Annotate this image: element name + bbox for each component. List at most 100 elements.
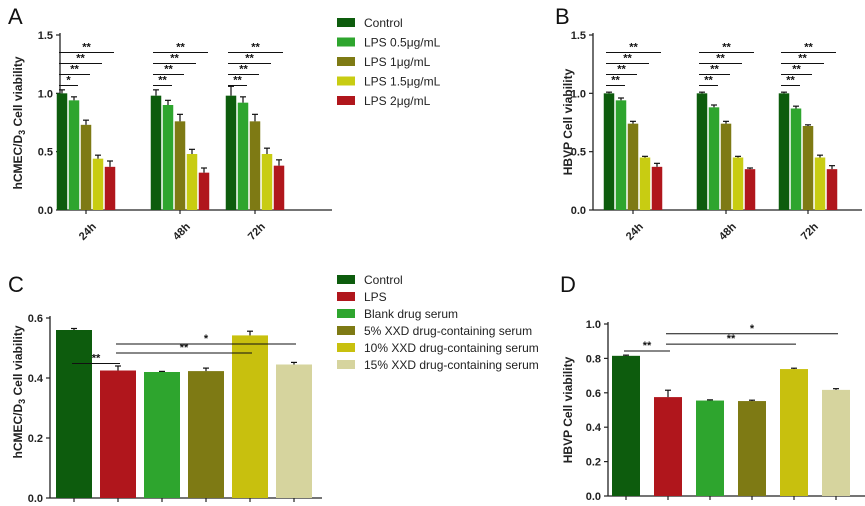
significance-label: **	[710, 64, 719, 76]
significance-label: **	[233, 75, 242, 87]
bar-a-24h-4	[104, 166, 116, 210]
bar-a-72h-4	[273, 165, 285, 210]
x-tick-label-48h: 48h	[171, 221, 193, 243]
significance-label: **	[70, 64, 79, 76]
bar-d-4	[780, 369, 808, 496]
legend-c-label-5: 15% XXD drug-containing serum	[364, 358, 539, 372]
bar-b-24h-3	[639, 157, 651, 210]
y-tick-label: 1.0	[586, 319, 601, 331]
significance-label: **	[716, 53, 725, 65]
y-tick-label: 0.8	[586, 353, 601, 365]
y-tick-label: 1.5	[571, 30, 586, 42]
bar-b-24h-0	[603, 93, 615, 210]
bar-a-48h-2	[174, 121, 186, 210]
bar-b-72h-2	[802, 126, 814, 210]
legend-a-swatch-1	[337, 37, 355, 47]
significance-label: **	[722, 42, 731, 54]
panel-label-d: D	[560, 272, 576, 297]
bar-a-48h-1	[162, 105, 174, 210]
significance-label: **	[170, 53, 179, 65]
significance-label: **	[180, 342, 189, 354]
y-axis-label-part: hCMEC/D	[11, 135, 25, 190]
significance-label: **	[92, 353, 101, 365]
y-axis-label-part: 3	[17, 130, 27, 135]
legend-c-label-0: Control	[364, 273, 403, 287]
x-tick-label-24h: 24h	[624, 221, 646, 243]
significance-label: **	[176, 42, 185, 54]
significance-label: **	[251, 42, 260, 54]
legend-a-label-0: Control	[364, 16, 403, 30]
y-axis-label: HBVP Cell viability	[561, 68, 575, 175]
legend-a-label-1: LPS 0.5μg/mL	[364, 36, 441, 50]
y-tick-label: 0.4	[28, 373, 44, 385]
y-tick-label: 0.4	[586, 422, 602, 434]
legend-c-label-3: 5% XXD drug-containing serum	[364, 324, 532, 338]
bar-b-48h-4	[744, 169, 756, 210]
significance-label: **	[617, 64, 626, 76]
y-axis-label-part: HBVP Cell viability	[561, 68, 575, 175]
bar-a-72h-3	[261, 154, 273, 210]
x-tick-label-72h: 72h	[799, 221, 821, 243]
legend-c-swatch-2	[337, 309, 355, 318]
panel-label-b: B	[555, 4, 570, 29]
significance-label: **	[629, 42, 638, 54]
significance-label: **	[727, 333, 736, 345]
y-tick-label: 0.5	[38, 147, 53, 159]
bar-d-2	[696, 400, 724, 496]
bar-c-3	[188, 371, 224, 498]
bar-b-24h-4	[651, 166, 663, 210]
legend-a-label-2: LPS 1μg/mL	[364, 55, 431, 69]
significance-label: **	[643, 340, 652, 352]
bar-b-72h-3	[814, 157, 826, 210]
bar-c-1	[100, 370, 136, 498]
bar-a-48h-0	[150, 95, 162, 210]
y-axis-label-part: Cell viability	[11, 325, 25, 399]
significance-label: *	[204, 333, 209, 345]
x-tick-label-24h: 24h	[77, 221, 99, 243]
bar-d-5	[822, 389, 850, 496]
y-axis-label-part: 3	[17, 399, 27, 404]
y-tick-label: 1.0	[571, 88, 586, 100]
bar-b-24h-2	[627, 123, 639, 210]
y-tick-label: 0.0	[586, 491, 601, 503]
y-tick-label: 0.5	[571, 147, 586, 159]
bar-b-48h-0	[696, 93, 708, 210]
significance-label: **	[804, 42, 813, 54]
bar-b-72h-1	[790, 108, 802, 210]
bar-c-5	[276, 364, 312, 498]
legend-a-label-3: LPS 1.5μg/mL	[364, 75, 441, 89]
bar-a-48h-3	[186, 154, 198, 210]
significance-label: **	[623, 53, 632, 65]
significance-label: **	[792, 64, 801, 76]
significance-label: **	[786, 75, 795, 87]
x-tick-label-48h: 48h	[717, 221, 739, 243]
y-axis-label: hCMEC/D3 Cell viability	[11, 56, 27, 189]
bar-b-48h-1	[708, 107, 720, 210]
bar-a-24h-1	[68, 100, 80, 210]
y-axis-label-part: hCMEC/D	[11, 404, 25, 459]
bar-a-24h-2	[80, 124, 92, 210]
bar-b-24h-1	[615, 100, 627, 210]
bar-b-48h-2	[720, 123, 732, 210]
y-tick-label: 1.5	[38, 30, 53, 42]
y-axis-label: HBVP Cell viability	[561, 356, 575, 463]
legend-a-swatch-2	[337, 57, 355, 66]
bar-d-0	[612, 355, 640, 496]
bar-d-1	[654, 397, 682, 496]
significance-label: **	[245, 53, 254, 65]
bar-a-72h-1	[237, 102, 249, 210]
legend-c-label-2: Blank drug serum	[364, 307, 458, 321]
significance-label: **	[158, 75, 167, 87]
y-tick-label: 0.0	[571, 205, 586, 217]
bar-b-72h-4	[826, 169, 838, 210]
significance-label: *	[66, 75, 71, 87]
legend-a-swatch-4	[337, 96, 355, 105]
bar-c-4	[232, 335, 268, 498]
significance-label: **	[798, 53, 807, 65]
panel-label-c: C	[8, 272, 24, 297]
y-axis-label: hCMEC/D3 Cell viability	[11, 325, 27, 458]
legend-c-swatch-0	[337, 275, 355, 284]
significance-label: **	[704, 75, 713, 87]
bar-c-0	[56, 330, 92, 498]
x-tick-label-72h: 72h	[246, 221, 268, 243]
